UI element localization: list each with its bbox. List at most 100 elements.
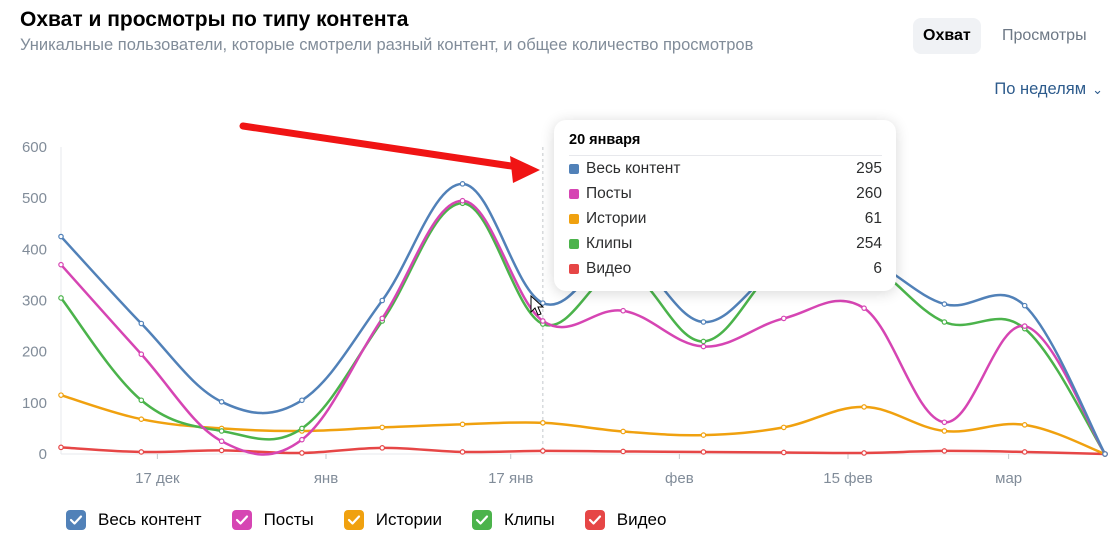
tooltip-row: Видео 6	[569, 256, 882, 281]
data-point	[138, 449, 145, 455]
y-tick-label: 0	[39, 446, 47, 463]
period-dropdown[interactable]: По неделям ⌄	[994, 80, 1103, 99]
legend-item-clips[interactable]: Клипы	[471, 510, 555, 530]
data-point	[941, 419, 948, 426]
data-point	[299, 450, 305, 456]
y-tick-label: 400	[22, 241, 47, 258]
legend-label: Весь контент	[98, 510, 202, 529]
data-point	[1021, 422, 1028, 428]
data-point	[861, 305, 867, 311]
legend-item-posts[interactable]: Посты	[231, 510, 314, 530]
data-point	[620, 448, 626, 455]
legend-item-stories[interactable]: Истории	[343, 510, 442, 530]
data-point	[58, 261, 64, 268]
data-point	[379, 315, 386, 322]
data-point	[138, 397, 145, 404]
legend-label: Клипы	[503, 510, 555, 529]
series-line-2	[60, 393, 1106, 456]
series-swatch	[569, 163, 579, 174]
y-tick-label: 100	[22, 395, 47, 412]
data-point	[459, 449, 466, 455]
tooltip-row: Клипы 254	[569, 231, 882, 256]
series-swatch	[569, 188, 579, 199]
data-point	[218, 428, 225, 434]
data-point	[861, 450, 867, 456]
tooltip-row: Истории 61	[569, 206, 882, 231]
data-point	[379, 424, 386, 431]
data-point	[941, 448, 948, 454]
data-point	[138, 351, 145, 358]
checkbox-checked-icon[interactable]	[231, 510, 252, 530]
x-tick-label: 17 янв	[488, 470, 533, 487]
x-tick-label: фев	[665, 470, 694, 487]
series-swatch	[569, 213, 579, 224]
x-tick-label: мар	[995, 470, 1022, 487]
tooltip-series-value: 295	[856, 159, 882, 177]
page-subtitle: Уникальные пользователи, которые смотрел…	[20, 36, 754, 54]
series-swatch	[569, 238, 579, 249]
page-title: Охват и просмотры по типу контента	[20, 8, 409, 31]
x-tick-label: 17 дек	[135, 470, 180, 487]
checkbox-checked-icon[interactable]	[343, 510, 364, 530]
data-point	[58, 233, 64, 240]
tooltip-series-name: Клипы	[586, 234, 633, 252]
y-tick-label: 200	[22, 344, 47, 361]
data-point	[700, 449, 707, 455]
tooltip-series-value: 6	[873, 259, 882, 277]
series-points	[58, 181, 1108, 457]
data-point	[299, 397, 305, 404]
y-axis: 0 100 200 300 400 500 600	[22, 139, 47, 463]
cursor-icon	[530, 294, 545, 316]
data-point	[780, 315, 787, 322]
data-point	[459, 421, 466, 428]
legend-label: Истории	[375, 510, 442, 529]
data-point	[138, 320, 145, 327]
y-tick-label: 500	[22, 190, 47, 207]
data-point	[700, 432, 707, 438]
data-point	[58, 444, 64, 451]
legend-label: Посты	[263, 510, 314, 529]
line-chart[interactable]: 0 100 200 300 400 500 600 17 дек янв 17 янв фев 15…	[0, 0, 1119, 500]
y-tick-label: 600	[22, 139, 47, 156]
tooltip-series-name: Истории	[586, 209, 647, 227]
data-point	[1021, 302, 1028, 309]
data-point	[540, 419, 546, 426]
data-point	[218, 399, 225, 405]
tooltip-row: Весь контент 295	[569, 156, 882, 181]
data-point	[700, 343, 707, 350]
tooltip-series-name: Видео	[586, 259, 632, 277]
chart-tooltip: 20 января Весь контент 295 Посты 260 Ист…	[554, 120, 896, 291]
x-tick-label: янв	[314, 470, 338, 487]
data-point	[540, 318, 546, 324]
data-point	[459, 197, 466, 204]
tooltip-series-name: Посты	[586, 184, 632, 202]
checkbox-checked-icon[interactable]	[66, 510, 86, 530]
legend-item-all[interactable]: Весь контент	[66, 510, 202, 530]
data-point	[138, 416, 145, 423]
tooltip-row: Посты 260	[569, 181, 882, 206]
data-point	[58, 295, 64, 301]
data-point	[58, 392, 64, 398]
y-tick-label: 300	[22, 293, 47, 310]
x-axis: 17 дек янв 17 янв фев 15 фев мар	[135, 454, 1022, 487]
legend-item-video[interactable]: Видео	[584, 510, 667, 530]
data-point	[540, 300, 546, 306]
annotation-arrow	[239, 122, 540, 183]
data-point	[218, 447, 225, 454]
tooltip-date: 20 января	[569, 132, 882, 156]
data-point	[780, 449, 787, 456]
checkbox-checked-icon[interactable]	[584, 510, 605, 530]
checkbox-checked-icon[interactable]	[471, 510, 492, 530]
period-label: По неделям	[994, 80, 1087, 98]
data-point	[700, 338, 707, 345]
tab-reach[interactable]: Охват	[913, 18, 981, 54]
chevron-down-icon: ⌄	[1092, 82, 1103, 97]
data-point	[700, 319, 707, 325]
data-point	[620, 428, 626, 435]
data-point	[459, 181, 466, 187]
series-line-3	[60, 202, 1107, 455]
data-point	[941, 301, 948, 307]
tooltip-series-value: 254	[856, 234, 882, 252]
tab-views[interactable]: Просмотры	[1002, 27, 1087, 44]
legend-label: Видео	[616, 510, 667, 529]
